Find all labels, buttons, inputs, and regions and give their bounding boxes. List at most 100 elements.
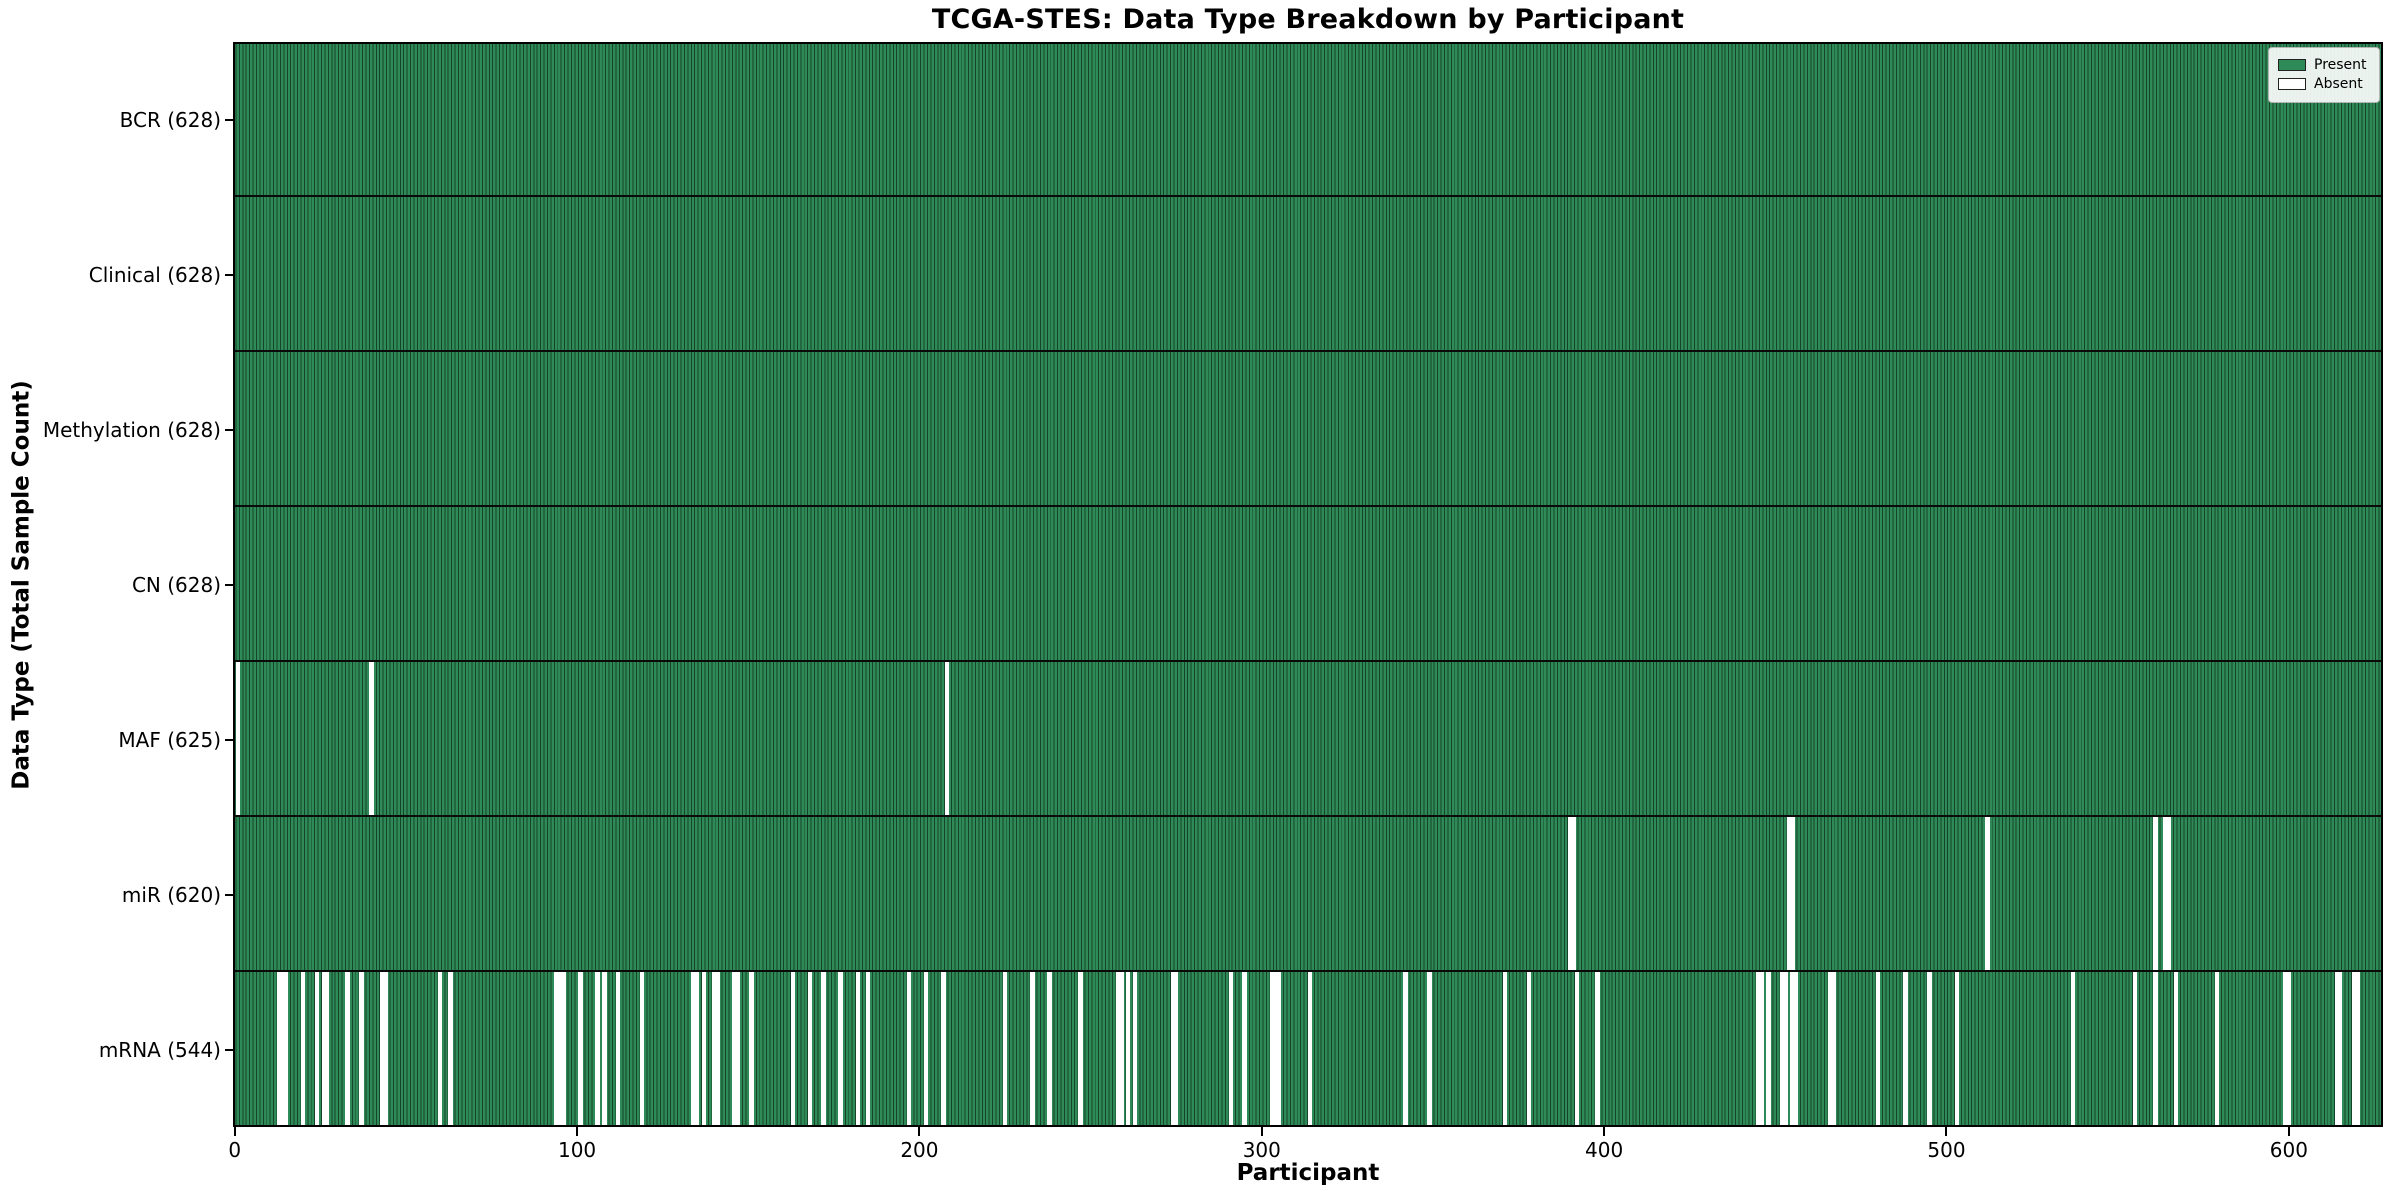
y-axis-label-text: Data Type (Total Sample Count) — [9, 379, 36, 790]
absent-mark — [1502, 972, 1508, 1127]
absent-mark — [437, 972, 443, 1127]
y-tick-mark — [225, 273, 233, 276]
absent-mark — [283, 972, 289, 1127]
absent-mark — [1269, 972, 1275, 1127]
chart-row-BCR — [233, 42, 2383, 197]
absent-mark — [321, 972, 326, 1127]
plot-area — [233, 42, 2383, 1127]
x-tick-label-600: 600 — [2269, 1138, 2308, 1162]
absent-mark — [1078, 972, 1083, 1127]
y-tick-label-MAF: MAF (625) — [118, 727, 221, 752]
chart-row-mRNA — [233, 972, 2383, 1127]
absent-mark — [711, 972, 717, 1127]
y-axis-label: Data Type (Total Sample Count) — [0, 42, 44, 1127]
x-tick-mark — [576, 1127, 579, 1136]
absent-mark — [691, 972, 696, 1127]
absent-mark — [639, 972, 645, 1127]
y-tick-label-Clinical: Clinical (628) — [88, 262, 221, 287]
absent-mark — [1115, 972, 1121, 1127]
absent-mark — [790, 972, 795, 1127]
absent-mark — [1242, 972, 1247, 1127]
absent-mark — [1790, 817, 1795, 970]
absent-mark — [369, 662, 374, 815]
absent-mark — [1030, 972, 1035, 1127]
absent-mark — [300, 972, 306, 1127]
absent-mark — [1574, 972, 1579, 1127]
absent-mark — [561, 972, 566, 1127]
legend-item-present: Present — [2278, 57, 2370, 73]
absent-mark — [554, 972, 559, 1127]
absent-mark — [235, 662, 241, 815]
absent-mark — [2283, 972, 2288, 1127]
absent-mark — [1783, 972, 1788, 1127]
absent-mark — [2173, 972, 2179, 1127]
absent-mark — [448, 972, 453, 1127]
absent-mark — [1307, 972, 1312, 1127]
absent-mark — [1173, 972, 1179, 1127]
chart-title: TCGA-STES: Data Type Breakdown by Partic… — [931, 4, 1685, 35]
absent-mark — [557, 972, 563, 1127]
y-tick-mark — [225, 893, 233, 896]
legend-label: Absent — [2314, 76, 2363, 92]
absent-mark — [2070, 972, 2076, 1127]
absent-mark — [1875, 972, 1881, 1127]
absent-mark — [1927, 972, 1932, 1127]
x-tick-mark — [2287, 1127, 2290, 1136]
absent-mark — [694, 972, 700, 1127]
y-tick-mark — [225, 118, 233, 121]
absent-mark — [1567, 817, 1573, 970]
chart-row-CN — [233, 507, 2383, 662]
absent-mark — [1595, 972, 1600, 1127]
absent-mark — [1827, 972, 1833, 1127]
chart-row-MAF — [233, 662, 2383, 817]
x-tick-label-400: 400 — [1585, 1138, 1624, 1162]
absent-mark — [2334, 972, 2339, 1127]
absent-mark — [838, 972, 843, 1127]
absent-mark — [2163, 817, 2168, 970]
x-tick-mark — [1603, 1127, 1606, 1136]
y-tick-label-Methylation: Methylation (628) — [42, 417, 221, 442]
absent-mark — [1170, 972, 1175, 1127]
absent-mark — [732, 972, 737, 1127]
absent-mark — [277, 972, 282, 1127]
absent-mark — [855, 972, 860, 1127]
y-tick-label-BCR: BCR (628) — [119, 107, 221, 132]
absent-mark — [2214, 972, 2220, 1127]
chart-row-Clinical — [233, 197, 2383, 352]
absent-mark — [1427, 972, 1432, 1127]
absent-mark — [944, 662, 950, 815]
absent-mark — [1119, 972, 1124, 1127]
absent-mark — [2132, 972, 2137, 1127]
absent-mark — [1790, 972, 1795, 1127]
x-tick-label-500: 500 — [1927, 1138, 1966, 1162]
x-tick-label-200: 200 — [900, 1138, 939, 1162]
absent-mark — [701, 972, 706, 1127]
absent-mark — [2166, 817, 2172, 970]
absent-mark — [1766, 972, 1771, 1127]
absent-mark — [1403, 972, 1408, 1127]
y-tick-mark — [225, 738, 233, 741]
absent-mark — [2351, 972, 2357, 1127]
x-tick-mark — [1260, 1127, 1263, 1136]
absent-mark — [749, 972, 754, 1127]
absent-mark — [807, 972, 813, 1127]
absent-mark — [1571, 817, 1576, 970]
absent-mark — [1786, 817, 1792, 970]
absent-mark — [1755, 972, 1761, 1127]
absent-mark — [2355, 972, 2360, 1127]
x-tick-label-100: 100 — [557, 1138, 597, 1162]
x-tick-mark — [918, 1127, 921, 1136]
absent-mark — [602, 972, 607, 1127]
absent-mark — [1793, 972, 1799, 1127]
absent-mark — [1047, 972, 1052, 1127]
y-tick-mark — [225, 1048, 233, 1051]
absent-mark — [1831, 972, 1836, 1127]
legend-swatch-present — [2278, 59, 2306, 71]
absent-mark — [1954, 972, 1959, 1127]
absent-mark — [1903, 972, 1908, 1127]
x-axis-label: Participant — [1236, 1160, 1380, 1186]
absent-mark — [595, 972, 600, 1127]
absent-mark — [1228, 972, 1234, 1127]
y-tick-mark — [225, 428, 233, 431]
